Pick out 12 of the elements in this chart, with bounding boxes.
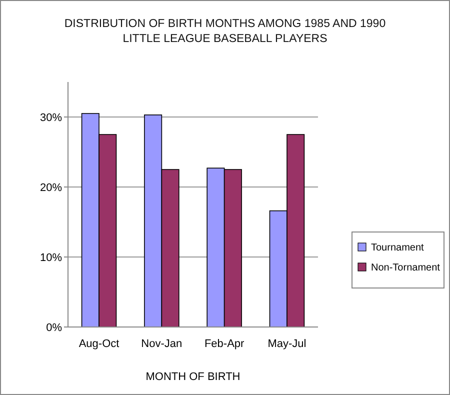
x-tick-label: Aug-Oct <box>78 338 120 350</box>
x-tick-label: Feb-Apr <box>204 338 245 350</box>
x-tick-label: May-Jul <box>268 338 306 350</box>
y-tick-label: 0% <box>46 322 62 334</box>
chart-title: DISTRIBUTION OF BIRTH MONTHS AMONG 1985 AND 1990 LITTLE LEAGUE BASEBALL PLAYERS <box>64 18 386 45</box>
x-tick-label: Nov-Jan <box>141 338 182 350</box>
y-tick-label: 30% <box>40 112 62 124</box>
legend-label: Tournament <box>371 242 424 254</box>
legend-label: Non-Tornament <box>371 262 440 274</box>
y-tick-label: 10% <box>40 252 62 264</box>
x-axis-title: MONTH OF BIRTH <box>146 371 240 383</box>
y-tick-label: 20% <box>40 182 62 194</box>
